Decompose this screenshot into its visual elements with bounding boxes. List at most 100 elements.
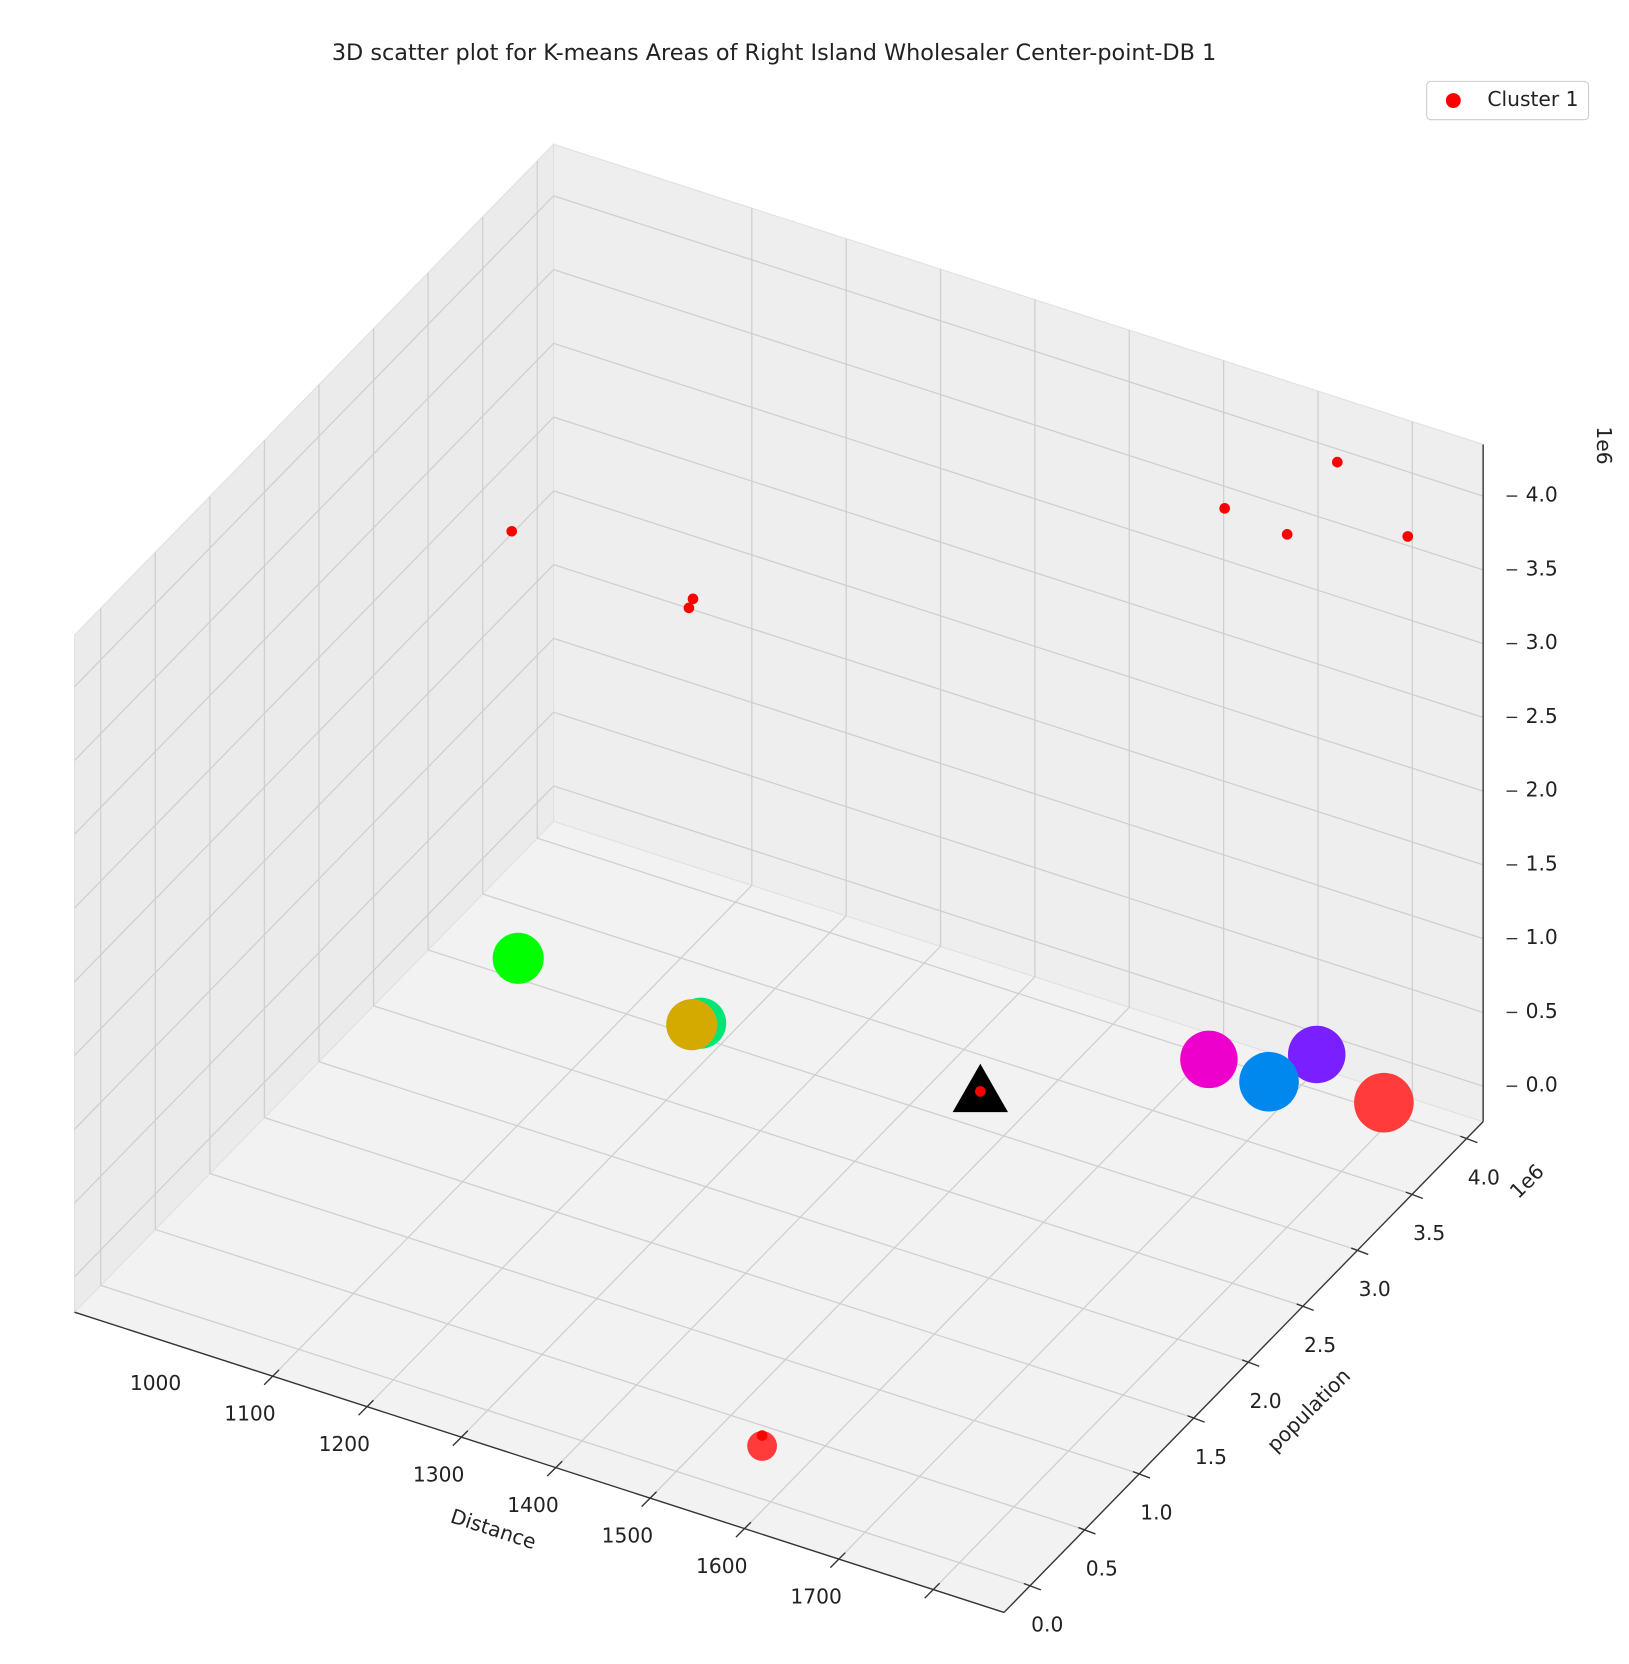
marker <box>747 1431 778 1461</box>
grid-line <box>553 268 1484 571</box>
x-tick <box>358 1399 374 1416</box>
y-axis-line <box>1003 1121 1484 1613</box>
grid-line <box>74 195 555 688</box>
y-tick-label: 1.0 <box>1140 1501 1172 1525</box>
grid-line <box>427 949 1358 1251</box>
x-tick-label: 1300 <box>413 1463 464 1487</box>
y-tick <box>1241 1359 1260 1367</box>
x-tick-label: 1700 <box>790 1585 841 1609</box>
z-tick-label: 0.0 <box>1526 1073 1558 1097</box>
y-tick <box>1023 1582 1042 1591</box>
x-tick <box>546 1460 563 1477</box>
marker <box>492 932 544 984</box>
chart-title: 3D scatter plot for K-means Areas of Rig… <box>332 40 1216 66</box>
grid-line <box>209 1172 1140 1475</box>
y-offset-label: 1e6 <box>1505 1159 1549 1203</box>
marker <box>1402 531 1414 542</box>
grid-line <box>553 195 1484 497</box>
grid-line <box>74 416 555 909</box>
z-tick-label: 1.0 <box>1526 925 1558 949</box>
z-tick-label: 1.5 <box>1526 851 1558 875</box>
grid-line <box>366 915 847 1408</box>
grid-line <box>553 490 1484 792</box>
grid-line <box>838 1067 1319 1560</box>
marker <box>666 999 718 1051</box>
grid-line <box>155 1228 1085 1531</box>
legend-label: Cluster 1 <box>1487 87 1578 111</box>
x-tick-label: 1600 <box>696 1554 747 1578</box>
y-tick <box>1405 1191 1424 1200</box>
y-tick-label: 0.5 <box>1086 1557 1118 1581</box>
grid-line <box>74 637 555 1130</box>
marker <box>974 1086 986 1097</box>
marker <box>1239 1051 1299 1112</box>
marker <box>1219 503 1230 514</box>
grid-line <box>649 1006 1130 1499</box>
y-tick <box>1078 1526 1096 1535</box>
marker <box>1281 529 1293 540</box>
grid-line <box>553 564 1484 866</box>
z-tick-label: 2.5 <box>1526 704 1558 728</box>
grid-line <box>74 269 555 761</box>
grid-line <box>74 711 555 1204</box>
marker <box>756 1430 768 1441</box>
grid-line <box>744 1037 1225 1530</box>
y-tick <box>1350 1247 1369 1256</box>
z-tick-label: 3.5 <box>1526 556 1558 580</box>
legend-box <box>1426 80 1590 121</box>
y-tick-label: 4.0 <box>1468 1165 1500 1189</box>
grid-line <box>555 976 1036 1469</box>
grid-line <box>74 490 555 983</box>
grid-line <box>318 1061 1249 1363</box>
marker <box>1287 1025 1346 1084</box>
z-tick-label: 3.0 <box>1526 630 1558 654</box>
x-tick-label: 1100 <box>224 1402 275 1426</box>
grid-line <box>482 893 1413 1195</box>
x-tick-label: 1200 <box>319 1432 370 1456</box>
y-tick-label: 1.5 <box>1195 1445 1227 1469</box>
grid-line <box>553 637 1484 940</box>
grid-line <box>272 884 753 1377</box>
y-tick <box>1187 1415 1205 1423</box>
grid-line <box>460 945 941 1438</box>
x-tick <box>924 1582 941 1599</box>
grid-line <box>74 564 555 1056</box>
grid-line <box>100 1284 1031 1587</box>
grid-line <box>553 416 1484 718</box>
marker <box>1331 456 1343 468</box>
grid-line <box>74 785 555 1278</box>
grid-line <box>553 711 1484 1014</box>
grid-line <box>264 1117 1195 1419</box>
x-tick-label: 1500 <box>602 1524 653 1548</box>
y-tick-label: 3.5 <box>1413 1221 1445 1245</box>
y-tick-label: 2.5 <box>1304 1333 1336 1357</box>
grid-line <box>74 342 555 835</box>
grid-line <box>373 1005 1304 1307</box>
y-tick-label: 3.0 <box>1359 1277 1391 1301</box>
marker <box>683 602 695 614</box>
x-tick <box>641 1491 658 1508</box>
marker <box>1180 1030 1238 1089</box>
y-tick <box>1460 1135 1478 1144</box>
grid-line <box>537 837 1467 1139</box>
x-tick <box>452 1430 469 1447</box>
y-tick-label: 0.0 <box>1031 1613 1063 1637</box>
y-tick <box>1296 1303 1314 1311</box>
x-tick <box>735 1521 752 1538</box>
marker <box>687 593 699 605</box>
legend-marker <box>1445 93 1461 108</box>
grid-line <box>932 1098 1413 1591</box>
z-offset-label: 1e6 <box>1592 426 1616 464</box>
x-tick <box>829 1552 846 1569</box>
x-axis-line <box>74 1311 1005 1614</box>
x-tick-label: 1000 <box>130 1371 181 1395</box>
z-tick-label: 2.0 <box>1526 778 1558 802</box>
x-tick <box>263 1369 280 1386</box>
y-tick-label: 2.0 <box>1249 1389 1281 1413</box>
grid-line <box>553 342 1484 645</box>
y-tick <box>1132 1471 1151 1479</box>
marker <box>506 525 518 537</box>
x-tick-label: 1400 <box>507 1493 558 1517</box>
